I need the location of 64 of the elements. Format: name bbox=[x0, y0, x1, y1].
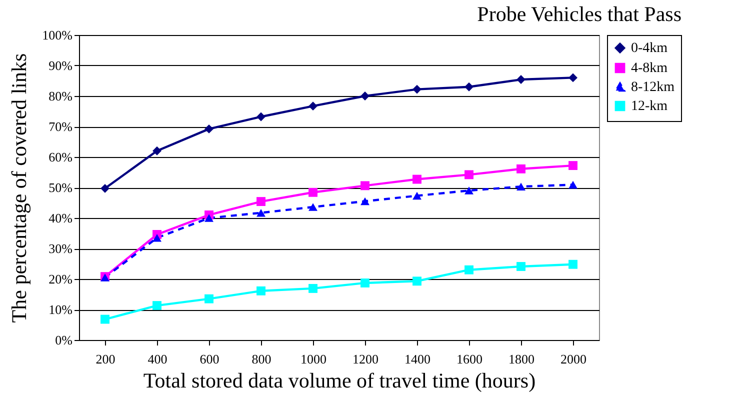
point bbox=[308, 102, 318, 111]
chart-title: Probe Vehicles that Pass bbox=[477, 2, 682, 26]
legend-label: 8-12km bbox=[631, 80, 675, 95]
y-tick-label: 40% bbox=[48, 210, 73, 226]
x-tick-label: 1600 bbox=[456, 352, 482, 366]
point bbox=[464, 186, 474, 194]
point bbox=[464, 82, 474, 92]
point bbox=[308, 188, 318, 197]
point bbox=[516, 75, 526, 84]
y-tick-label: 20% bbox=[48, 272, 73, 286]
point bbox=[412, 174, 422, 184]
y-tick-label: 90% bbox=[48, 58, 73, 73]
point bbox=[568, 260, 578, 269]
x-tick-label: 1400 bbox=[404, 352, 430, 366]
point bbox=[100, 184, 110, 193]
point bbox=[360, 197, 370, 206]
legend-label: 12-km bbox=[631, 99, 668, 114]
point bbox=[204, 294, 214, 304]
point bbox=[516, 182, 526, 190]
point bbox=[516, 262, 526, 271]
point bbox=[152, 146, 162, 156]
point bbox=[308, 203, 318, 211]
point bbox=[204, 214, 214, 222]
point bbox=[256, 112, 266, 122]
x-tick-label: 1000 bbox=[300, 352, 326, 366]
x-tick-label: 200 bbox=[96, 352, 116, 366]
point bbox=[412, 192, 422, 200]
legend-label: 0-4km bbox=[631, 41, 668, 56]
point bbox=[152, 234, 162, 242]
y-tick-label: 100% bbox=[42, 28, 73, 42]
point bbox=[308, 284, 318, 293]
y-tick-label: 70% bbox=[48, 119, 73, 134]
point bbox=[412, 84, 422, 94]
y-tick-label: 10% bbox=[48, 302, 73, 317]
y-tick-label: 0% bbox=[55, 332, 73, 348]
point bbox=[360, 278, 370, 288]
x-tick-label: 1200 bbox=[352, 352, 378, 366]
point bbox=[360, 92, 370, 100]
x-tick-label: 600 bbox=[200, 352, 220, 366]
point bbox=[256, 197, 266, 206]
point bbox=[568, 180, 578, 189]
point bbox=[516, 164, 526, 174]
point bbox=[568, 73, 578, 82]
x-tick-label: 800 bbox=[252, 352, 272, 366]
point bbox=[204, 124, 214, 134]
point bbox=[256, 286, 266, 296]
x-tick-label: 400 bbox=[148, 352, 168, 366]
point bbox=[568, 161, 578, 170]
point bbox=[360, 181, 370, 190]
point bbox=[464, 170, 474, 180]
point bbox=[464, 265, 474, 274]
y-tick-label: 80% bbox=[48, 88, 73, 104]
legend-label: 4-8km bbox=[631, 61, 668, 76]
y-tick-label: 50% bbox=[48, 180, 73, 195]
point bbox=[256, 208, 266, 217]
y-tick-label: 30% bbox=[48, 241, 73, 256]
x-tick-label: 2000 bbox=[560, 352, 586, 366]
y-tick-label: 60% bbox=[48, 150, 73, 164]
x-tick-label: 1800 bbox=[508, 352, 534, 366]
point bbox=[100, 314, 110, 324]
point bbox=[152, 301, 162, 310]
y-axis-title: The percentage of covered links bbox=[7, 53, 32, 323]
point bbox=[412, 276, 422, 286]
x-axis-title: Total stored data volume of travel time (hours) bbox=[143, 368, 536, 392]
